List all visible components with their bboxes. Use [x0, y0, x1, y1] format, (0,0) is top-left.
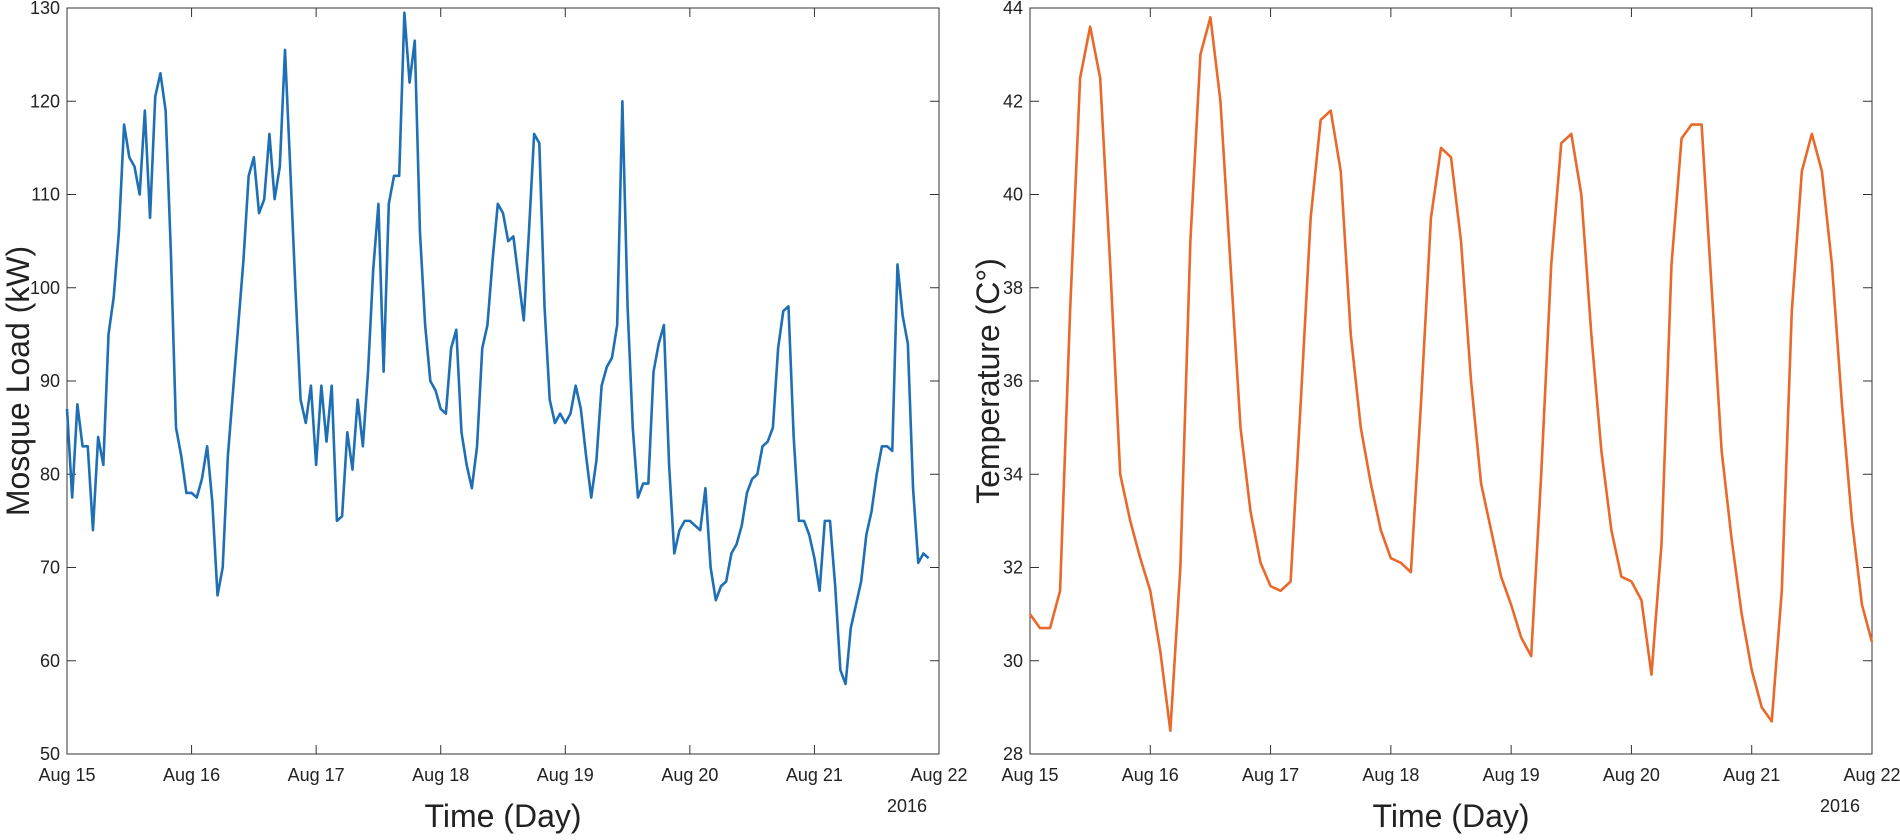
x-tick-label: Aug 16	[1122, 765, 1179, 785]
x-tick-label: Aug 21	[1723, 765, 1780, 785]
data-line	[1028, 16, 1874, 732]
x-tick-label: Aug 17	[288, 765, 345, 785]
x-secondary-label: 2016	[1820, 796, 1860, 816]
y-tick-label: 70	[40, 558, 60, 578]
y-tick-label: 42	[1003, 91, 1023, 111]
y-tick-label: 60	[40, 651, 60, 671]
x-tick-label: Aug 20	[661, 765, 718, 785]
x-tick-label: Aug 19	[1483, 765, 1540, 785]
y-tick-label: 32	[1003, 558, 1023, 578]
x-tick-label: Aug 18	[412, 765, 469, 785]
x-tick-label: Aug 15	[38, 765, 95, 785]
y-tick-label: 30	[1003, 651, 1023, 671]
x-tick-label: Aug 20	[1603, 765, 1660, 785]
y-tick-label: 28	[1003, 744, 1023, 764]
y-tick-label: 38	[1003, 278, 1023, 298]
y-tick-label: 110	[31, 185, 60, 205]
plot-frame	[66, 7, 940, 755]
x-tick-label: Aug 18	[1362, 765, 1419, 785]
y-axis-label: Temperature (C°)	[970, 258, 1006, 504]
x-tick-label: Aug 21	[786, 765, 843, 785]
x-tick-label: Aug 16	[163, 765, 220, 785]
x-axis-label: Time (Day)	[1372, 798, 1529, 834]
y-tick-label: 34	[1003, 464, 1023, 484]
y-tick-label: 130	[30, 0, 60, 18]
y-tick-label: 50	[40, 744, 60, 764]
y-tick-label: 120	[30, 91, 60, 111]
x-tick-label: Aug 17	[1242, 765, 1299, 785]
y-tick-label: 44	[1003, 0, 1023, 18]
y-tick-label: 100	[30, 278, 60, 298]
data-line	[65, 11, 930, 686]
x-axis-label: Time (Day)	[424, 798, 581, 834]
y-tick-label: 40	[1003, 185, 1023, 205]
x-tick-label: Aug 22	[910, 765, 967, 785]
y-tick-label: 80	[40, 464, 60, 484]
y-axis-label: Mosque Load (kW)	[0, 246, 36, 516]
x-tick-label: Aug 19	[537, 765, 594, 785]
x-tick-label: Aug 15	[1001, 765, 1058, 785]
x-secondary-label: 2016	[887, 796, 927, 816]
y-tick-label: 36	[1003, 371, 1023, 391]
x-tick-label: Aug 22	[1843, 765, 1900, 785]
y-tick-label: 90	[40, 371, 60, 391]
